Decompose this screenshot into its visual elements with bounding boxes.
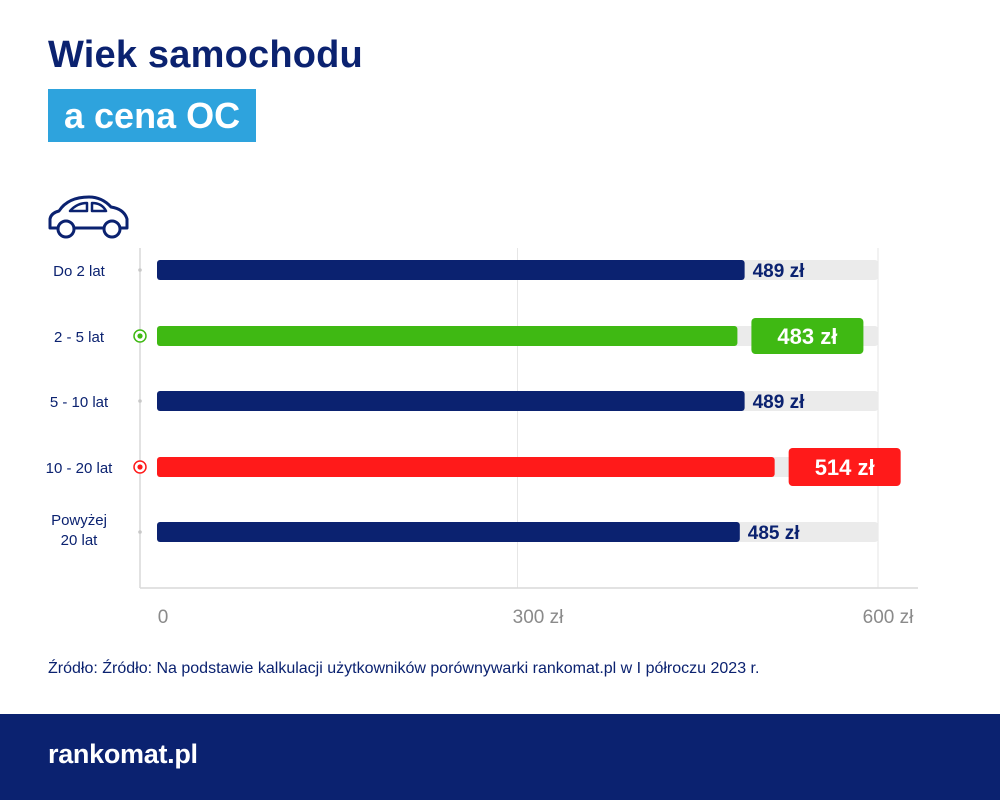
category-label: 5 - 10 lat — [50, 394, 109, 411]
data-label: 514 zł — [815, 455, 875, 480]
axis-dot — [138, 530, 142, 534]
car-icon — [48, 195, 129, 239]
bar — [157, 391, 745, 411]
data-label: 483 zł — [777, 324, 837, 349]
axis-dot — [138, 399, 142, 403]
bar — [157, 522, 740, 542]
data-label: 485 zł — [748, 523, 800, 544]
x-tick-label: 300 zł — [513, 607, 564, 628]
chart-title: Wiek samochodu — [48, 34, 363, 76]
target-icon-center — [137, 333, 143, 339]
bar — [157, 457, 775, 477]
x-tick-label: 600 zł — [863, 607, 914, 628]
bar — [157, 260, 745, 280]
axis-dot — [138, 268, 142, 272]
category-label: 2 - 5 lat — [54, 329, 105, 346]
data-label: 489 zł — [753, 392, 805, 413]
source-note: Źródło: Źródło: Na podstawie kalkulacji … — [48, 660, 760, 677]
brand-logo: rankomat.pl — [48, 739, 198, 769]
bar — [157, 326, 738, 346]
footer-bar: rankomat.pl — [0, 714, 1000, 800]
x-tick-label: 0 — [158, 607, 169, 628]
chart-subtitle-highlight: a cena OC — [48, 89, 257, 142]
data-label: 489 zł — [753, 261, 805, 282]
category-label: Do 2 lat — [53, 263, 106, 280]
data-label-badge — [788, 448, 901, 486]
data-label-badge — [751, 318, 864, 354]
bar-chart: 0 300 zł 600 zł Do 2 lat 489 zł 2 - 5 lat 483 … — [46, 248, 918, 628]
target-icon-center — [137, 464, 143, 470]
category-label: Powyżej 20 lat — [51, 512, 107, 549]
category-label: 10 - 20 lat — [46, 460, 114, 477]
